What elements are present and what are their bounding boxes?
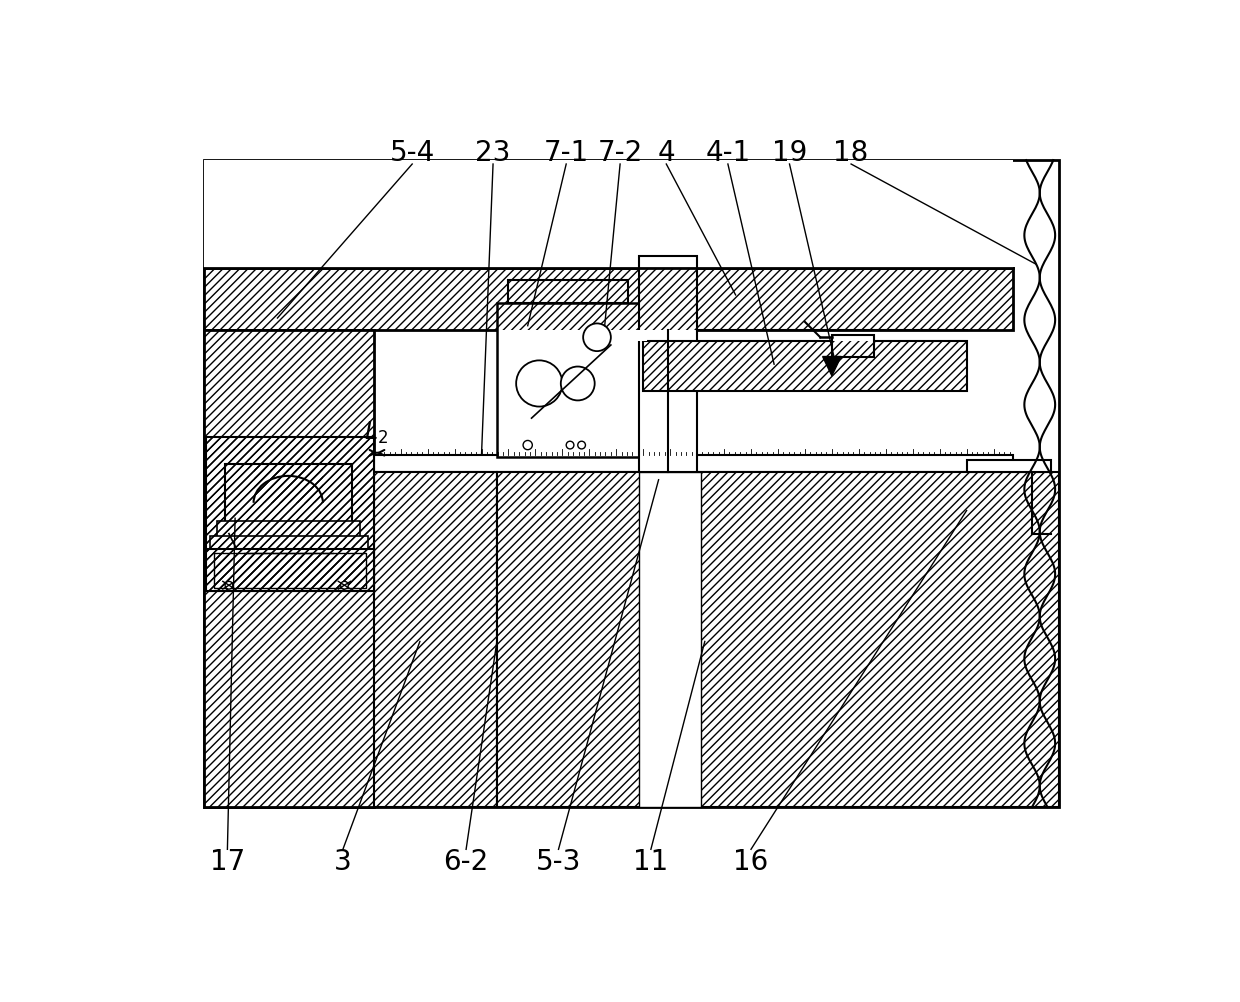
Text: 11: 11 [634,847,668,875]
Circle shape [578,442,585,450]
Text: $L_2$: $L_2$ [363,420,388,446]
Text: 7-2: 7-2 [598,139,642,167]
Bar [205,331,373,808]
Bar [373,456,1013,473]
Circle shape [523,441,532,450]
Text: 5-3: 5-3 [536,847,582,875]
Bar [210,536,367,553]
Bar [644,342,967,392]
Bar [217,521,360,538]
Bar [205,331,373,808]
Bar [205,269,1013,331]
Text: 18: 18 [833,139,869,167]
Text: 6-2: 6-2 [444,847,489,875]
Bar [508,281,627,304]
Text: 16: 16 [733,847,769,875]
Bar [206,438,373,592]
Text: 4-1: 4-1 [706,139,750,167]
Bar [967,460,1052,473]
Bar [497,473,1059,808]
Text: 17: 17 [210,847,246,875]
Bar [832,336,874,357]
Text: 7-1: 7-1 [543,139,589,167]
Circle shape [583,324,611,352]
Text: 3: 3 [334,847,352,875]
Bar [206,438,373,592]
Circle shape [341,582,348,589]
Circle shape [516,361,563,407]
Bar [373,473,497,808]
Circle shape [560,367,595,401]
Bar [644,342,967,392]
Bar [640,258,697,473]
Circle shape [567,442,574,450]
Bar [497,304,640,457]
Circle shape [226,582,233,589]
Bar [635,331,647,342]
Bar [640,473,701,808]
Bar [497,473,1059,808]
Bar [640,473,701,808]
Bar [213,553,366,588]
Bar [373,473,497,808]
Bar [205,161,1059,808]
Text: 5-4: 5-4 [389,139,435,167]
Text: 23: 23 [475,139,511,167]
Bar [226,465,352,523]
Bar [213,553,366,588]
Text: 19: 19 [771,139,807,167]
Bar [205,161,1013,269]
Text: 4: 4 [657,139,675,167]
Bar [205,269,1013,331]
Polygon shape [822,357,841,377]
Bar [206,549,373,592]
